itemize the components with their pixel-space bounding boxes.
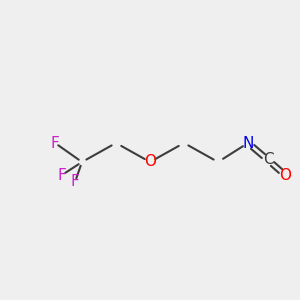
Text: F: F <box>58 167 66 182</box>
Text: O: O <box>144 154 156 169</box>
Text: F: F <box>70 175 80 190</box>
Text: N: N <box>242 136 254 151</box>
Text: C: C <box>263 152 273 167</box>
Text: F: F <box>51 136 59 151</box>
Text: O: O <box>279 167 291 182</box>
